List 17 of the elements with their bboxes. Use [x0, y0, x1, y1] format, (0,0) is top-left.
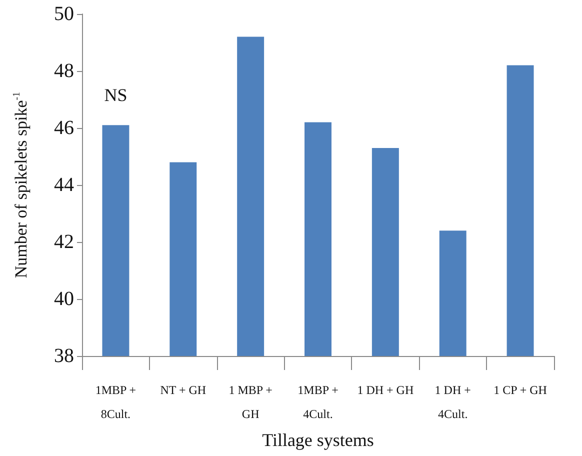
- y-axis-title: Number of spikelets spike-1: [12, 92, 30, 278]
- y-tick-label: 38: [54, 345, 74, 367]
- y-tick-label: 46: [54, 117, 74, 139]
- y-tick-label: 42: [54, 231, 74, 253]
- x-tick-label: 1 MBP + GH: [228, 383, 273, 421]
- y-tick-label: 40: [54, 288, 74, 310]
- x-tick-label: 1 CP + GH: [494, 383, 548, 397]
- annotation: NS: [104, 85, 128, 106]
- x-tick-label: NT + GH: [160, 383, 206, 397]
- y-tick-label: 48: [54, 60, 74, 82]
- x-tick-label: 1MBP + 8Cult.: [95, 383, 136, 421]
- x-tick-label: 1MBP + 4Cult.: [298, 383, 339, 421]
- x-tick-label: 1 DH + 4Cult.: [434, 383, 472, 421]
- x-axis-title: Tillage systems: [262, 430, 374, 450]
- y-tick-label: 44: [54, 174, 74, 196]
- x-tick-label: 1 DH + GH: [357, 383, 414, 397]
- y-tick-label: 50: [54, 3, 74, 25]
